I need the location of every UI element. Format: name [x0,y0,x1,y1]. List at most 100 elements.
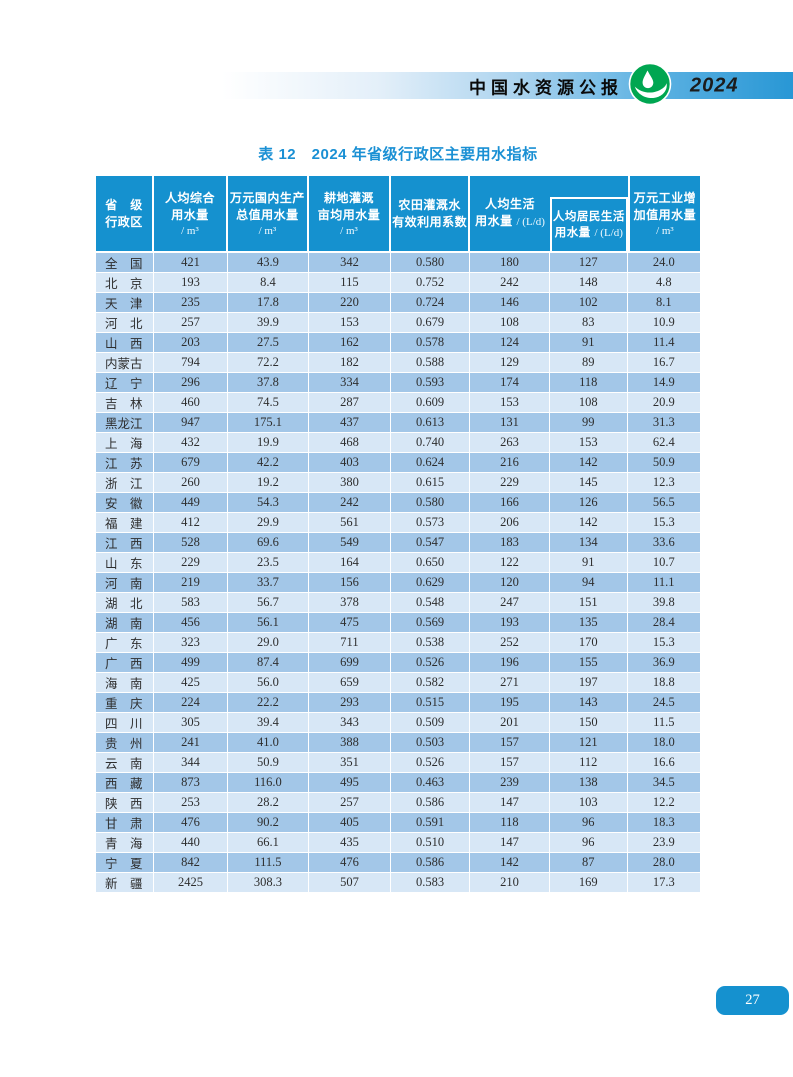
region-name-cell: 山 东 [96,553,154,572]
per-capita-total-cell: 679 [154,453,228,472]
residential-water-cell: 108 [550,393,628,412]
per-capita-total-cell: 344 [154,753,228,772]
domestic-water-cell: 146 [470,293,550,312]
industrial-water-cell: 10.9 [652,315,675,329]
irrigation-coeff-cell: 0.569 [391,613,471,632]
industrial-water-cell: 24.0 [652,255,675,269]
industrial-water-cell: 31.3 [652,415,675,429]
per-capita-total-cell: 296 [154,373,228,392]
table-row: 重 庆 224 22.2 293 0.515 195 143 24.5 [96,693,700,713]
irrigation-coeff-cell: 0.503 [391,733,471,752]
per-capita-total-cell: 235 [154,293,228,312]
industrial-water-cell: 28.0 [652,855,675,869]
header-industrial-water: 万元工业增 加值用水量 / m³ [627,176,700,251]
per-gdp-cell: 116.0 [228,773,309,792]
table-body: 全 国 421 43.9 342 0.580 180 127 24.0 北 京 … [96,253,700,893]
residential-water-cell: 91 [550,333,628,352]
irrigation-coeff-cell: 0.515 [391,693,471,712]
residential-water-cell: 153 [550,433,628,452]
region-name-cell: 西 藏 [96,773,154,792]
residential-water-cell: 121 [550,733,628,752]
table-row: 浙 江 260 19.2 380 0.615 229 145 12.3 [96,473,700,493]
table-row: 内蒙古 794 72.2 182 0.588 129 89 16.7 [96,353,700,373]
per-gdp-cell: 42.2 [228,453,309,472]
table-row: 新 疆 2425 308.3 507 0.583 210 169 17.3 [96,873,700,893]
per-capita-total-cell: 193 [154,273,228,292]
irrigation-per-mu-cell: 468 [309,433,392,452]
irrigation-coeff-cell: 0.613 [391,413,471,432]
industrial-water-cell: 10.7 [652,555,675,569]
per-gdp-cell: 37.8 [228,373,309,392]
irrigation-per-mu-cell: 115 [309,273,392,292]
table-row: 贵 州 241 41.0 388 0.503 157 121 18.0 [96,733,700,753]
industrial-water-cell: 16.7 [652,355,675,369]
per-capita-total-cell: 203 [154,333,228,352]
residential-water-cell: 112 [550,753,628,772]
per-gdp-cell: 87.4 [228,653,309,672]
residential-water-cell: 134 [550,533,628,552]
residential-water-cell: 142 [550,513,628,532]
industrial-water-cell: 23.9 [652,835,675,849]
header-domestic-water: 人均生活 用水量 / (L/d) [475,197,545,228]
domestic-water-cell: 120 [470,573,550,592]
irrigation-per-mu-cell: 437 [309,413,392,432]
per-gdp-cell: 69.6 [228,533,309,552]
table-row: 甘 肃 476 90.2 405 0.591 118 96 18.3 [96,813,700,833]
irrigation-coeff-cell: 0.752 [391,273,471,292]
residential-water-cell: 96 [550,833,628,852]
irrigation-per-mu-cell: 476 [309,853,392,872]
table-row: 河 南 219 33.7 156 0.629 120 94 11.1 [96,573,700,593]
per-gdp-cell: 54.3 [228,493,309,512]
water-use-table: 省 级 行政区 人均综合 用水量 / m³ 万元国内生产 总值用水量 / m³ … [96,176,700,893]
per-gdp-cell: 56.0 [228,673,309,692]
irrigation-per-mu-cell: 182 [309,353,392,372]
page-number-badge: 27 [716,986,789,1015]
irrigation-coeff-cell: 0.650 [391,553,471,572]
header-irrigation-coeff: 农田灌溉水 有效利用系数 [391,176,471,251]
region-name-cell: 河 南 [96,573,154,592]
domestic-water-cell: 153 [470,393,550,412]
domestic-water-cell: 229 [470,473,550,492]
industrial-water-cell: 18.0 [652,735,675,749]
region-name-cell: 山 西 [96,333,154,352]
industrial-water-cell: 11.5 [653,715,675,729]
header-per-capita-total: 人均综合 用水量 / m³ [154,176,228,251]
table-header: 省 级 行政区 人均综合 用水量 / m³ 万元国内生产 总值用水量 / m³ … [96,176,700,253]
region-name-cell: 新 疆 [96,873,154,892]
per-gdp-cell: 22.2 [228,693,309,712]
residential-water-cell: 170 [550,633,628,652]
table-row: 吉 林 460 74.5 287 0.609 153 108 20.9 [96,393,700,413]
domestic-water-cell: 166 [470,493,550,512]
domestic-water-cell: 129 [470,353,550,372]
per-capita-total-cell: 528 [154,533,228,552]
table-row: 云 南 344 50.9 351 0.526 157 112 16.6 [96,753,700,773]
residential-water-cell: 142 [550,453,628,472]
domestic-water-cell: 193 [470,613,550,632]
irrigation-coeff-cell: 0.578 [391,333,471,352]
irrigation-coeff-cell: 0.573 [391,513,471,532]
irrigation-coeff-cell: 0.593 [391,373,471,392]
residential-water-cell: 99 [550,413,628,432]
table-row: 湖 南 456 56.1 475 0.569 193 135 28.4 [96,613,700,633]
irrigation-per-mu-cell: 475 [309,613,392,632]
per-gdp-cell: 39.4 [228,713,309,732]
irrigation-coeff-cell: 0.463 [391,773,471,792]
region-name-cell: 吉 林 [96,393,154,412]
irrigation-coeff-cell: 0.586 [391,853,471,872]
domestic-water-cell: 157 [470,753,550,772]
per-capita-total-cell: 440 [154,833,228,852]
table-row: 上 海 432 19.9 468 0.740 263 153 62.4 [96,433,700,453]
industrial-water-cell: 15.3 [652,515,675,529]
region-name-cell: 湖 北 [96,593,154,612]
region-name-cell: 福 建 [96,513,154,532]
table-row: 广 东 323 29.0 711 0.538 252 170 15.3 [96,633,700,653]
residential-water-cell: 145 [550,473,628,492]
irrigation-coeff-cell: 0.609 [391,393,471,412]
industrial-water-cell: 12.3 [652,475,675,489]
irrigation-per-mu-cell: 242 [309,493,392,512]
per-capita-total-cell: 499 [154,653,228,672]
residential-water-cell: 91 [550,553,628,572]
irrigation-coeff-cell: 0.624 [391,453,471,472]
per-gdp-cell: 29.0 [228,633,309,652]
domestic-water-cell: 210 [470,873,550,892]
